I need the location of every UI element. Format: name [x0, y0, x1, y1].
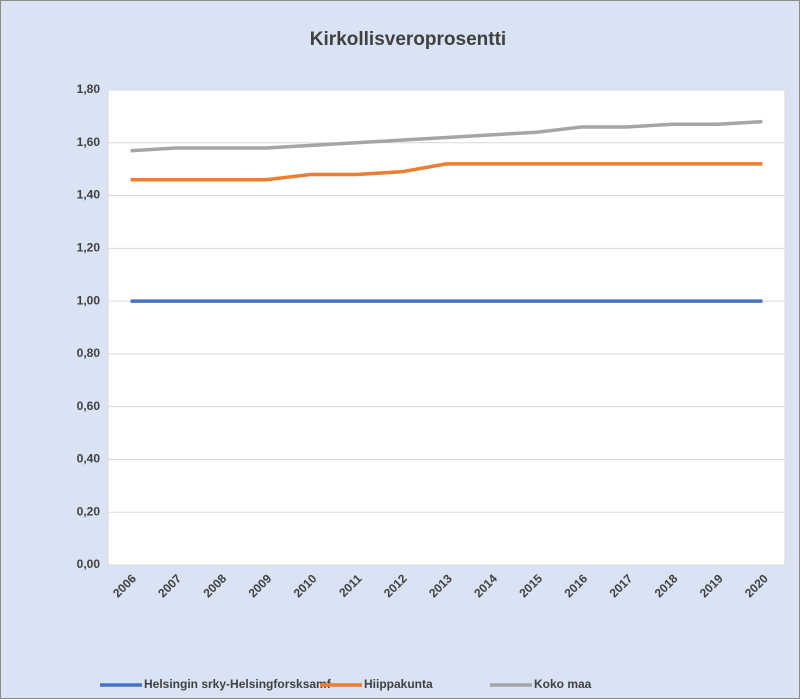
y-tick-label: 1,00 — [77, 293, 101, 307]
legend-label: Koko maa — [534, 677, 592, 691]
y-tick-label: 1,20 — [77, 241, 101, 255]
series-line — [130, 162, 763, 182]
chart-title: Kirkollisveroprosentti — [310, 29, 506, 50]
y-tick-label: 0,00 — [77, 557, 101, 571]
series-line — [130, 119, 763, 153]
y-tick-label: 0,80 — [77, 346, 101, 360]
plot-area — [107, 89, 786, 566]
y-tick-label: 0,20 — [77, 504, 101, 518]
legend-label: Hiippakunta — [364, 677, 433, 691]
y-tick-label: 1,80 — [77, 82, 101, 96]
y-tick-label: 1,60 — [77, 135, 101, 149]
y-tick-label: 0,40 — [77, 452, 101, 466]
y-tick-label: 0,60 — [77, 399, 101, 413]
legend-label: Helsingin srky-Helsingforsksamf — [144, 677, 332, 691]
y-tick-label: 1,40 — [77, 188, 101, 202]
